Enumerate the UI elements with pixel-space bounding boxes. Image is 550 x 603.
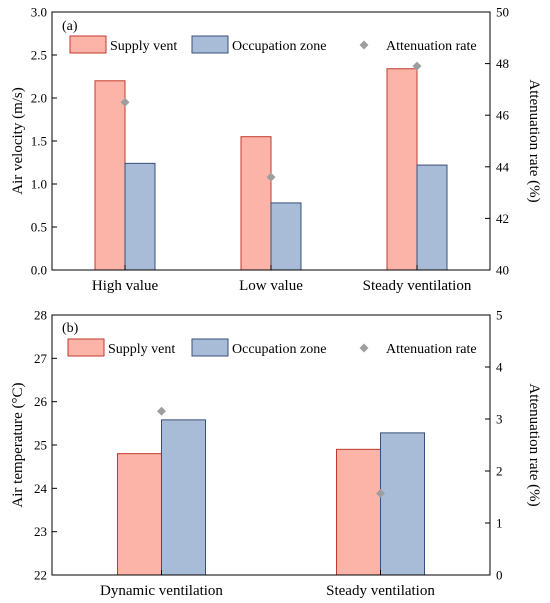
y2-axis-title: Attenuation rate (%) [526, 383, 542, 506]
legend-label-supply-vent: Supply vent [108, 342, 175, 357]
y-tick-label: 2.0 [31, 91, 47, 106]
y2-tick-label: 42 [496, 211, 509, 226]
legend-swatch-occupation-zone [191, 35, 229, 54]
y2-tick-label: 44 [496, 159, 510, 174]
attenuation-point [120, 97, 130, 107]
category-label: Steady ventilation [326, 583, 435, 599]
y-tick-label: 26 [34, 394, 48, 409]
y2-tick-label: 3 [496, 412, 503, 427]
bar-occupation-zone [270, 202, 302, 271]
attenuation-point [412, 61, 422, 71]
legend-label-occupation-zone: Occupation zone [232, 39, 326, 54]
category-label: Dynamic ventilation [100, 583, 223, 599]
y-tick-label: 27 [34, 351, 48, 366]
bar-supply-vent [336, 448, 381, 576]
bar-supply-vent [386, 68, 418, 271]
y2-axis-title: Attenuation rate (%) [526, 79, 542, 202]
legend-swatch-supply-vent [67, 338, 105, 357]
y-tick-label: 2.5 [31, 48, 47, 63]
y-tick-label: 28 [34, 308, 47, 323]
legend-label-occupation-zone: Occupation zone [232, 342, 326, 357]
legend-label-attenuation-rate: Attenuation rate [386, 342, 477, 357]
y2-tick-label: 46 [496, 108, 510, 123]
category-label: High value [92, 278, 159, 294]
y2-tick-label: 50 [496, 5, 509, 20]
y-tick-label: 23 [34, 524, 47, 539]
attenuation-point [157, 406, 166, 416]
category-label: Steady ventilation [363, 278, 472, 294]
y-tick-label: 1.0 [31, 177, 47, 192]
y-tick-label: 24 [34, 481, 48, 496]
y2-tick-label: 0 [496, 568, 503, 583]
legend-label-attenuation-rate: Attenuation rate [386, 39, 477, 54]
y2-tick-label: 48 [496, 56, 509, 71]
legend-swatch-supply-vent [69, 35, 107, 54]
legend-marker-attenuation-rate [359, 343, 369, 353]
y-axis-title: Air velocity (m/s) [10, 87, 26, 194]
panel-label: (b) [62, 321, 79, 336]
attenuation-point [266, 172, 276, 182]
y-tick-label: 0.5 [31, 220, 47, 235]
bar-occupation-zone [161, 419, 206, 576]
y-tick-label: 22 [34, 568, 47, 583]
legend-label-supply-vent: Supply vent [110, 39, 177, 54]
bar-supply-vent [117, 453, 162, 576]
y2-tick-label: 4 [496, 360, 503, 375]
category-label: Low value [239, 278, 303, 294]
y2-tick-label: 5 [496, 308, 503, 323]
panel-label: (a) [62, 19, 78, 34]
y-axis-title: Air temperature (°C) [10, 382, 26, 507]
bar-supply-vent [240, 136, 272, 271]
y2-tick-label: 2 [496, 464, 503, 479]
bar-occupation-zone [416, 164, 448, 271]
bar-occupation-zone [124, 162, 156, 271]
y-tick-label: 0.0 [31, 263, 47, 278]
legend-marker-attenuation-rate [359, 40, 369, 50]
y-tick-label: 3.0 [31, 5, 47, 20]
y2-tick-label: 1 [496, 516, 503, 531]
y2-tick-label: 40 [496, 263, 509, 278]
bar-supply-vent [94, 80, 126, 271]
y-tick-label: 25 [34, 438, 47, 453]
legend-swatch-occupation-zone [191, 338, 229, 357]
bar-occupation-zone [380, 432, 425, 576]
y-tick-label: 1.5 [31, 134, 47, 149]
attenuation-point [376, 488, 385, 498]
